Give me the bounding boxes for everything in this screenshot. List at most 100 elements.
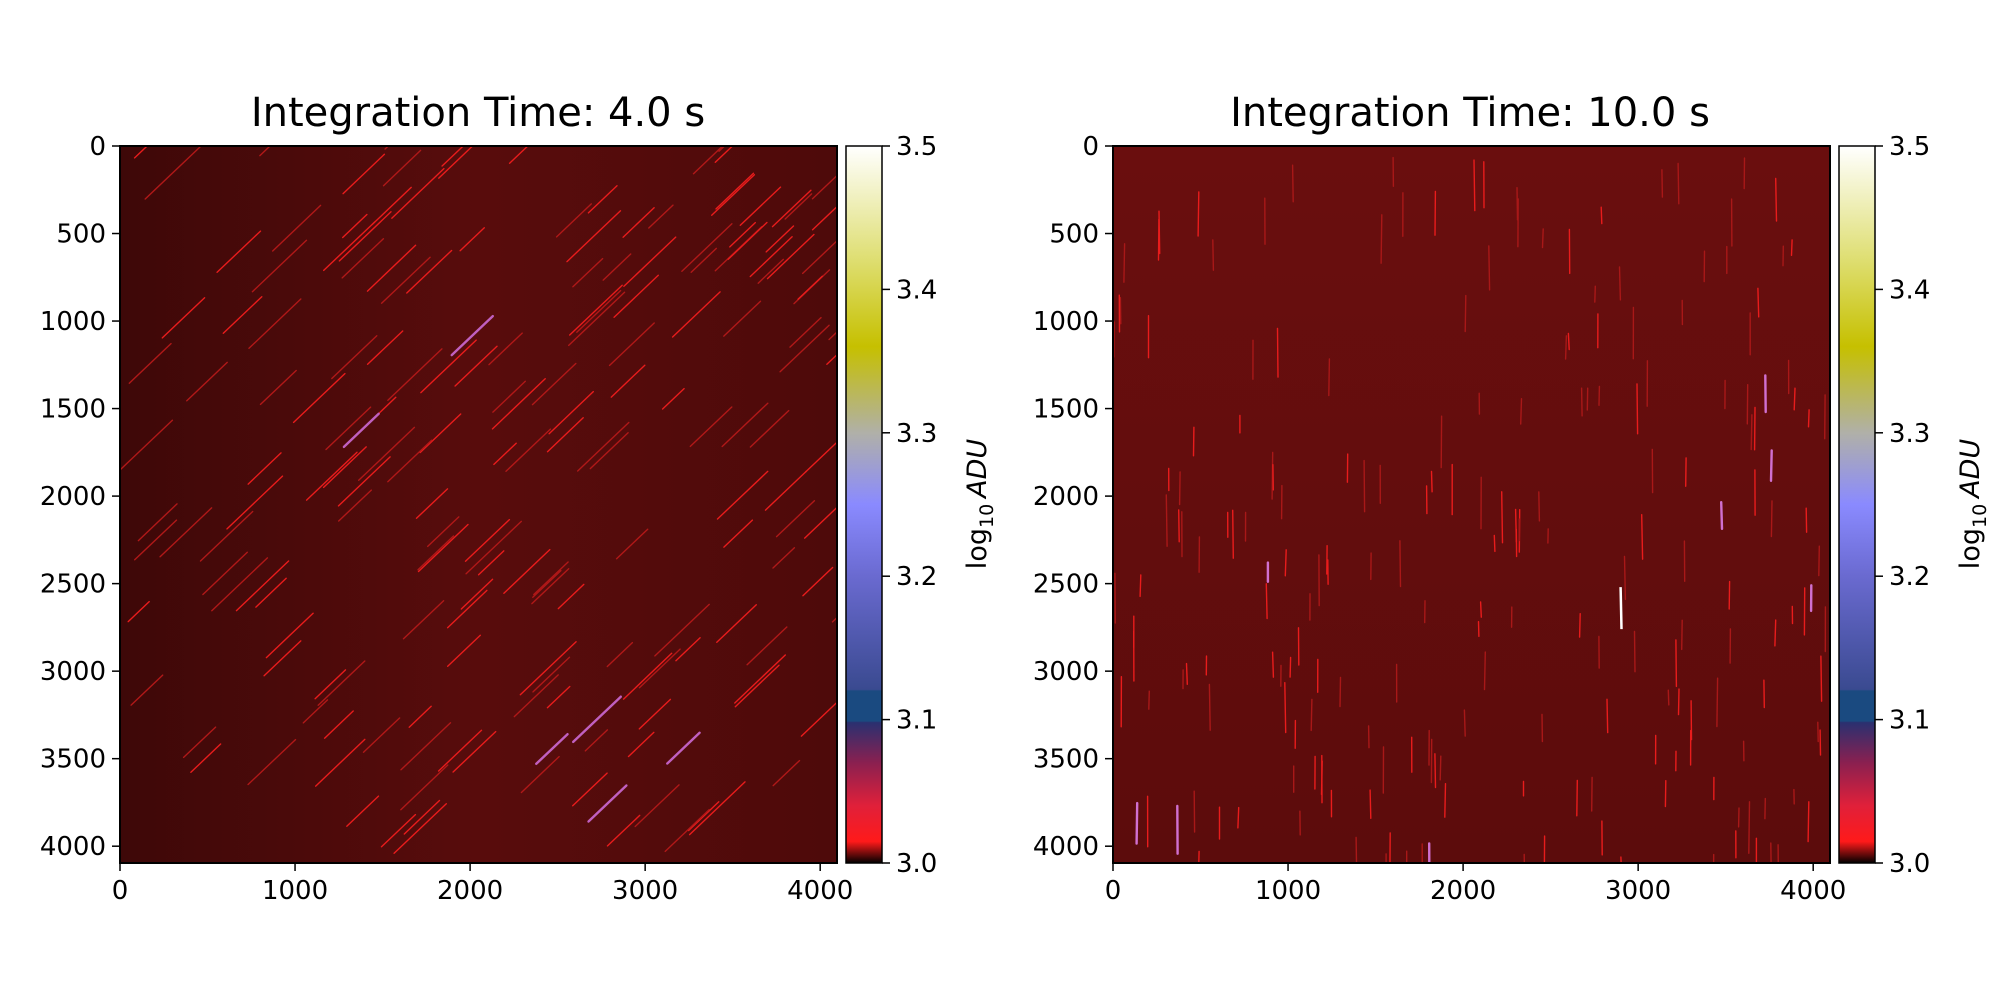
streak bbox=[766, 233, 815, 280]
y-tick-label: 4000 bbox=[40, 832, 106, 862]
y-tick-label: 3000 bbox=[40, 657, 106, 687]
streak bbox=[1135, 801, 1139, 845]
y-tick-label: 1500 bbox=[40, 395, 106, 425]
streak bbox=[182, 726, 217, 759]
x-tick-label: 3000 bbox=[612, 876, 678, 906]
streak bbox=[460, 578, 494, 610]
streak bbox=[587, 184, 618, 214]
streak bbox=[638, 698, 672, 730]
streak bbox=[1523, 853, 1526, 863]
streak bbox=[247, 738, 297, 786]
panel-title-right: Integration Time: 10.0 s bbox=[1230, 90, 1710, 136]
y-tick-label: 3500 bbox=[1033, 745, 1099, 775]
streak bbox=[1580, 387, 1583, 417]
streak bbox=[772, 547, 796, 569]
y-tick-label: 500 bbox=[56, 220, 106, 250]
x-tick-label: 1000 bbox=[1255, 876, 1321, 906]
streak bbox=[488, 332, 523, 366]
streak bbox=[721, 402, 769, 448]
streak bbox=[128, 342, 172, 384]
streak bbox=[314, 669, 347, 700]
streak bbox=[1769, 449, 1773, 482]
streak bbox=[811, 174, 837, 200]
streak bbox=[1289, 656, 1292, 678]
streak bbox=[1276, 327, 1279, 378]
streak bbox=[1636, 383, 1639, 435]
streak bbox=[1464, 294, 1467, 333]
streak bbox=[546, 685, 571, 709]
colorbar-tick-label: 3.3 bbox=[1889, 419, 1930, 449]
streak bbox=[1661, 169, 1664, 198]
y-tick-label: 1000 bbox=[40, 307, 106, 337]
streak bbox=[417, 535, 455, 571]
streak bbox=[689, 406, 733, 448]
streak bbox=[248, 298, 302, 349]
streak bbox=[569, 284, 623, 336]
streak bbox=[1793, 387, 1796, 411]
streak bbox=[358, 426, 416, 481]
streak bbox=[666, 731, 701, 765]
colorbar-tick-label: 3.0 bbox=[1889, 849, 1930, 879]
streak bbox=[341, 237, 385, 279]
panel-title-left: Integration Time: 4.0 s bbox=[251, 90, 705, 136]
streak bbox=[235, 560, 290, 612]
streak bbox=[687, 801, 720, 832]
streak bbox=[513, 674, 559, 718]
streak bbox=[161, 297, 206, 339]
x-tick-label: 2000 bbox=[1430, 876, 1496, 906]
streak bbox=[331, 335, 378, 380]
streak bbox=[797, 275, 823, 300]
streak bbox=[382, 149, 422, 187]
streak bbox=[1434, 753, 1437, 789]
x-tick-label: 4000 bbox=[787, 876, 853, 906]
streak bbox=[615, 528, 649, 560]
streak bbox=[452, 730, 497, 773]
streak bbox=[437, 729, 483, 772]
streak bbox=[535, 733, 569, 765]
y-tick-label: 0 bbox=[89, 132, 106, 162]
streak bbox=[393, 803, 447, 854]
streak bbox=[690, 247, 717, 273]
streak bbox=[610, 364, 646, 398]
streak bbox=[1680, 619, 1683, 651]
streak bbox=[546, 417, 584, 453]
streak bbox=[739, 186, 782, 227]
streak bbox=[749, 235, 793, 278]
streak bbox=[532, 656, 571, 693]
streak-layer bbox=[120, 146, 837, 854]
streak bbox=[492, 380, 526, 413]
x-tick-label: 0 bbox=[1105, 876, 1122, 906]
streak bbox=[1473, 159, 1476, 212]
streak bbox=[446, 589, 488, 629]
streak bbox=[159, 507, 213, 558]
streak bbox=[1380, 214, 1383, 264]
streak bbox=[292, 372, 346, 424]
image-background bbox=[120, 146, 837, 863]
x-tick-label: 1000 bbox=[262, 876, 328, 906]
streak bbox=[566, 210, 622, 263]
y-tick-label: 0 bbox=[1082, 132, 1099, 162]
streak bbox=[1177, 509, 1180, 543]
x-tick-label: 3000 bbox=[1605, 876, 1671, 906]
streak bbox=[532, 569, 562, 598]
streak bbox=[1770, 842, 1772, 863]
streak bbox=[1479, 601, 1483, 618]
streak bbox=[587, 784, 628, 823]
image-area-right bbox=[1113, 146, 1830, 863]
streak bbox=[715, 172, 755, 210]
streak bbox=[520, 755, 560, 794]
colorbar-tick-label: 3.1 bbox=[896, 706, 937, 736]
streak bbox=[1139, 574, 1142, 598]
panel-right: Integration Time: 10.0 s 0 1000 2000 3000 40… bbox=[1033, 90, 1991, 906]
streak bbox=[1564, 335, 1568, 360]
streak bbox=[454, 345, 498, 387]
x-tick-label: 4000 bbox=[1780, 876, 1846, 906]
streak bbox=[342, 213, 368, 239]
streak bbox=[1576, 779, 1579, 817]
y-tick-label: 3500 bbox=[40, 745, 106, 775]
streak bbox=[1212, 239, 1215, 271]
streak bbox=[1618, 266, 1622, 301]
streak bbox=[387, 348, 443, 401]
streak bbox=[671, 291, 721, 338]
streak bbox=[408, 705, 432, 728]
